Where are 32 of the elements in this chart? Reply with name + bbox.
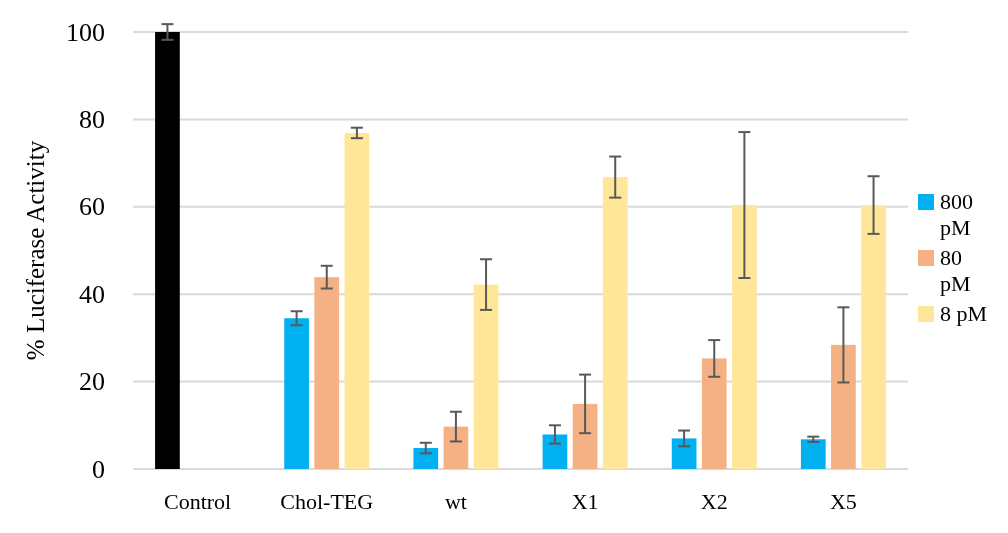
bar <box>701 358 727 469</box>
bar <box>314 277 340 469</box>
bar <box>572 403 598 469</box>
bar <box>284 318 309 469</box>
y-tick-label: 60 <box>79 192 105 222</box>
legend-label: 8 pM <box>940 301 988 326</box>
bar <box>861 205 886 469</box>
x-tick-label: X2 <box>700 489 728 514</box>
bar <box>344 132 370 469</box>
legend-label: 80 pM <box>940 245 971 296</box>
bar <box>473 284 499 469</box>
bar <box>602 177 628 469</box>
x-tick-label: X5 <box>829 489 857 514</box>
bar <box>732 205 757 469</box>
bar <box>800 439 826 469</box>
x-tick-label: Control <box>163 489 232 514</box>
bar <box>831 344 856 469</box>
bar <box>671 438 697 469</box>
y-axis-title: % Luciferase Activity <box>22 140 49 361</box>
bar <box>155 32 180 469</box>
x-tick-label: wt <box>444 489 467 514</box>
y-tick-label: 20 <box>79 367 105 397</box>
x-tick-label: X1 <box>571 489 599 514</box>
y-tick-label: 0 <box>92 454 105 484</box>
x-tick-label: Chol-TEG <box>280 489 374 514</box>
bar <box>443 426 469 469</box>
bar <box>542 434 568 469</box>
y-tick-label: 100 <box>66 17 105 47</box>
bar <box>413 448 439 469</box>
legend-label: 800 pM <box>940 189 973 240</box>
y-tick-label: 80 <box>79 104 105 134</box>
y-tick-label: 40 <box>79 279 105 309</box>
